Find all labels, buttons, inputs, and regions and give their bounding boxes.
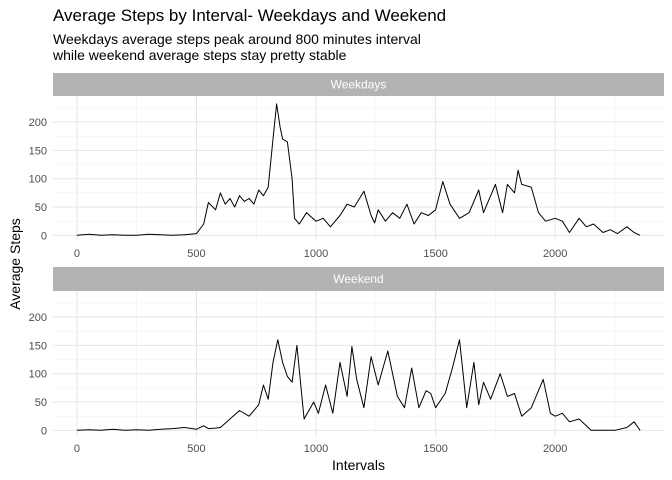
panel-1-strip <box>53 267 664 291</box>
panel-0-y-tick-label: 150 <box>29 145 47 157</box>
y-axis-title: Average Steps <box>7 218 23 310</box>
panel-1-strip-label: Weekend <box>333 272 383 286</box>
panel-0-x-tick-label: 500 <box>187 248 205 260</box>
panel-1-y-tick-label: 50 <box>35 397 47 409</box>
panel-1-x-tick-label: 1000 <box>304 443 328 455</box>
chart-subtitle-line-1: Weekdays average steps peak around 800 m… <box>53 31 421 47</box>
panel-0-x-tick-label: 0 <box>74 248 80 260</box>
panel-1-x-tick-label: 0 <box>74 443 80 455</box>
chart-title: Average Steps by Interval- Weekdays and … <box>53 6 447 25</box>
panel-1-x-tick-label: 2000 <box>543 443 567 455</box>
chart-subtitle-line-2: while weekend average steps stay pretty … <box>53 47 347 63</box>
panel-1-x-tick-label: 500 <box>187 443 205 455</box>
x-axis-title: Intervals <box>332 457 385 473</box>
panel-1-x-tick-label: 1500 <box>423 443 447 455</box>
panel-1-y-tick-label: 150 <box>29 340 47 352</box>
panel-0-y-tick-label: 0 <box>41 230 47 242</box>
panel-0-strip-label: Weekdays <box>331 78 387 92</box>
chart-subtitle: Weekdays average steps peak around 800 m… <box>53 31 421 63</box>
panel-0-y-tick-label: 100 <box>29 174 47 186</box>
panel-1-series-line <box>76 339 641 431</box>
panel-0-y-tick-label: 200 <box>29 117 47 129</box>
panel-1-y-tick-label: 0 <box>41 425 47 437</box>
panel-0-strip <box>53 73 664 96</box>
panel-1-y-tick-label: 100 <box>29 369 47 381</box>
panel-0-x-tick-label: 1500 <box>423 248 447 260</box>
panel-0-x-tick-label: 2000 <box>543 248 567 260</box>
panel-0-series-line <box>76 103 641 236</box>
panel-1-y-tick-label: 200 <box>29 312 47 324</box>
panel-0-x-tick-label: 1000 <box>304 248 328 260</box>
panel-0-y-tick-label: 50 <box>35 202 47 214</box>
